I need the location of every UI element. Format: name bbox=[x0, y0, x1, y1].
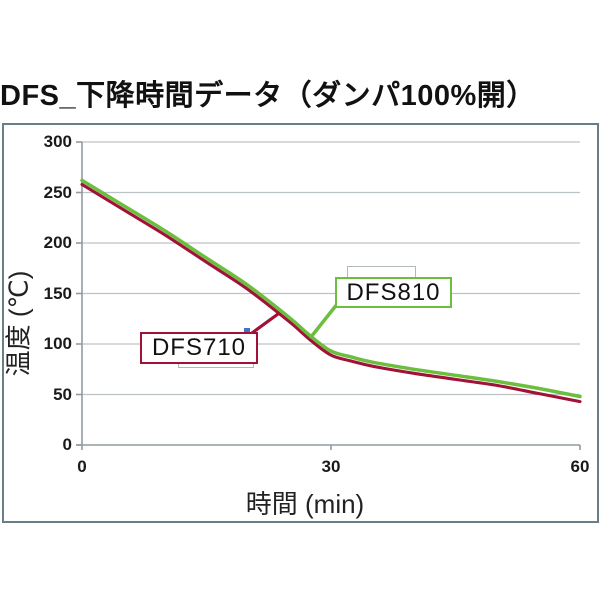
leader-line-dfs810 bbox=[309, 301, 340, 339]
x-tick-label: 0 bbox=[77, 457, 87, 476]
x-axis-label: 時間 (min) bbox=[245, 489, 365, 519]
callout-label-dfs710: DFS710 bbox=[151, 334, 247, 361]
series-line-dfs810 bbox=[80, 178, 582, 399]
data-series-lines bbox=[80, 178, 582, 404]
y-tick-label: 150 bbox=[43, 283, 72, 303]
blue-anchor-mark bbox=[244, 328, 250, 333]
y-axis-label: 温度 (℃) bbox=[3, 270, 34, 377]
x-tick-label: 60 bbox=[570, 457, 590, 476]
chart-title: DFS_下降時間データ（ダンパ100%開） bbox=[0, 80, 536, 112]
callout-leader-lines bbox=[250, 301, 340, 339]
y-tick-label: 0 bbox=[62, 435, 72, 454]
y-tick-label: 200 bbox=[43, 233, 72, 252]
x-tick-label: 30 bbox=[321, 457, 341, 476]
callout-label-dfs810: DFS810 bbox=[346, 278, 441, 306]
y-tick-label: 250 bbox=[43, 182, 72, 202]
series-line-dfs710 bbox=[80, 182, 582, 404]
chart-frame-border bbox=[2, 123, 599, 523]
leader-line-dfs710 bbox=[250, 312, 280, 335]
y-tick-label: 100 bbox=[43, 334, 72, 353]
y-tick-label: 300 bbox=[43, 132, 72, 151]
axis-ticks bbox=[76, 141, 581, 450]
callout-box-dfs810: DFS810 bbox=[335, 277, 452, 308]
y-tick-label: 50 bbox=[53, 384, 72, 404]
callout-bracket-dfs810 bbox=[347, 266, 416, 279]
callout-box-dfs710: DFS710 bbox=[140, 332, 258, 364]
